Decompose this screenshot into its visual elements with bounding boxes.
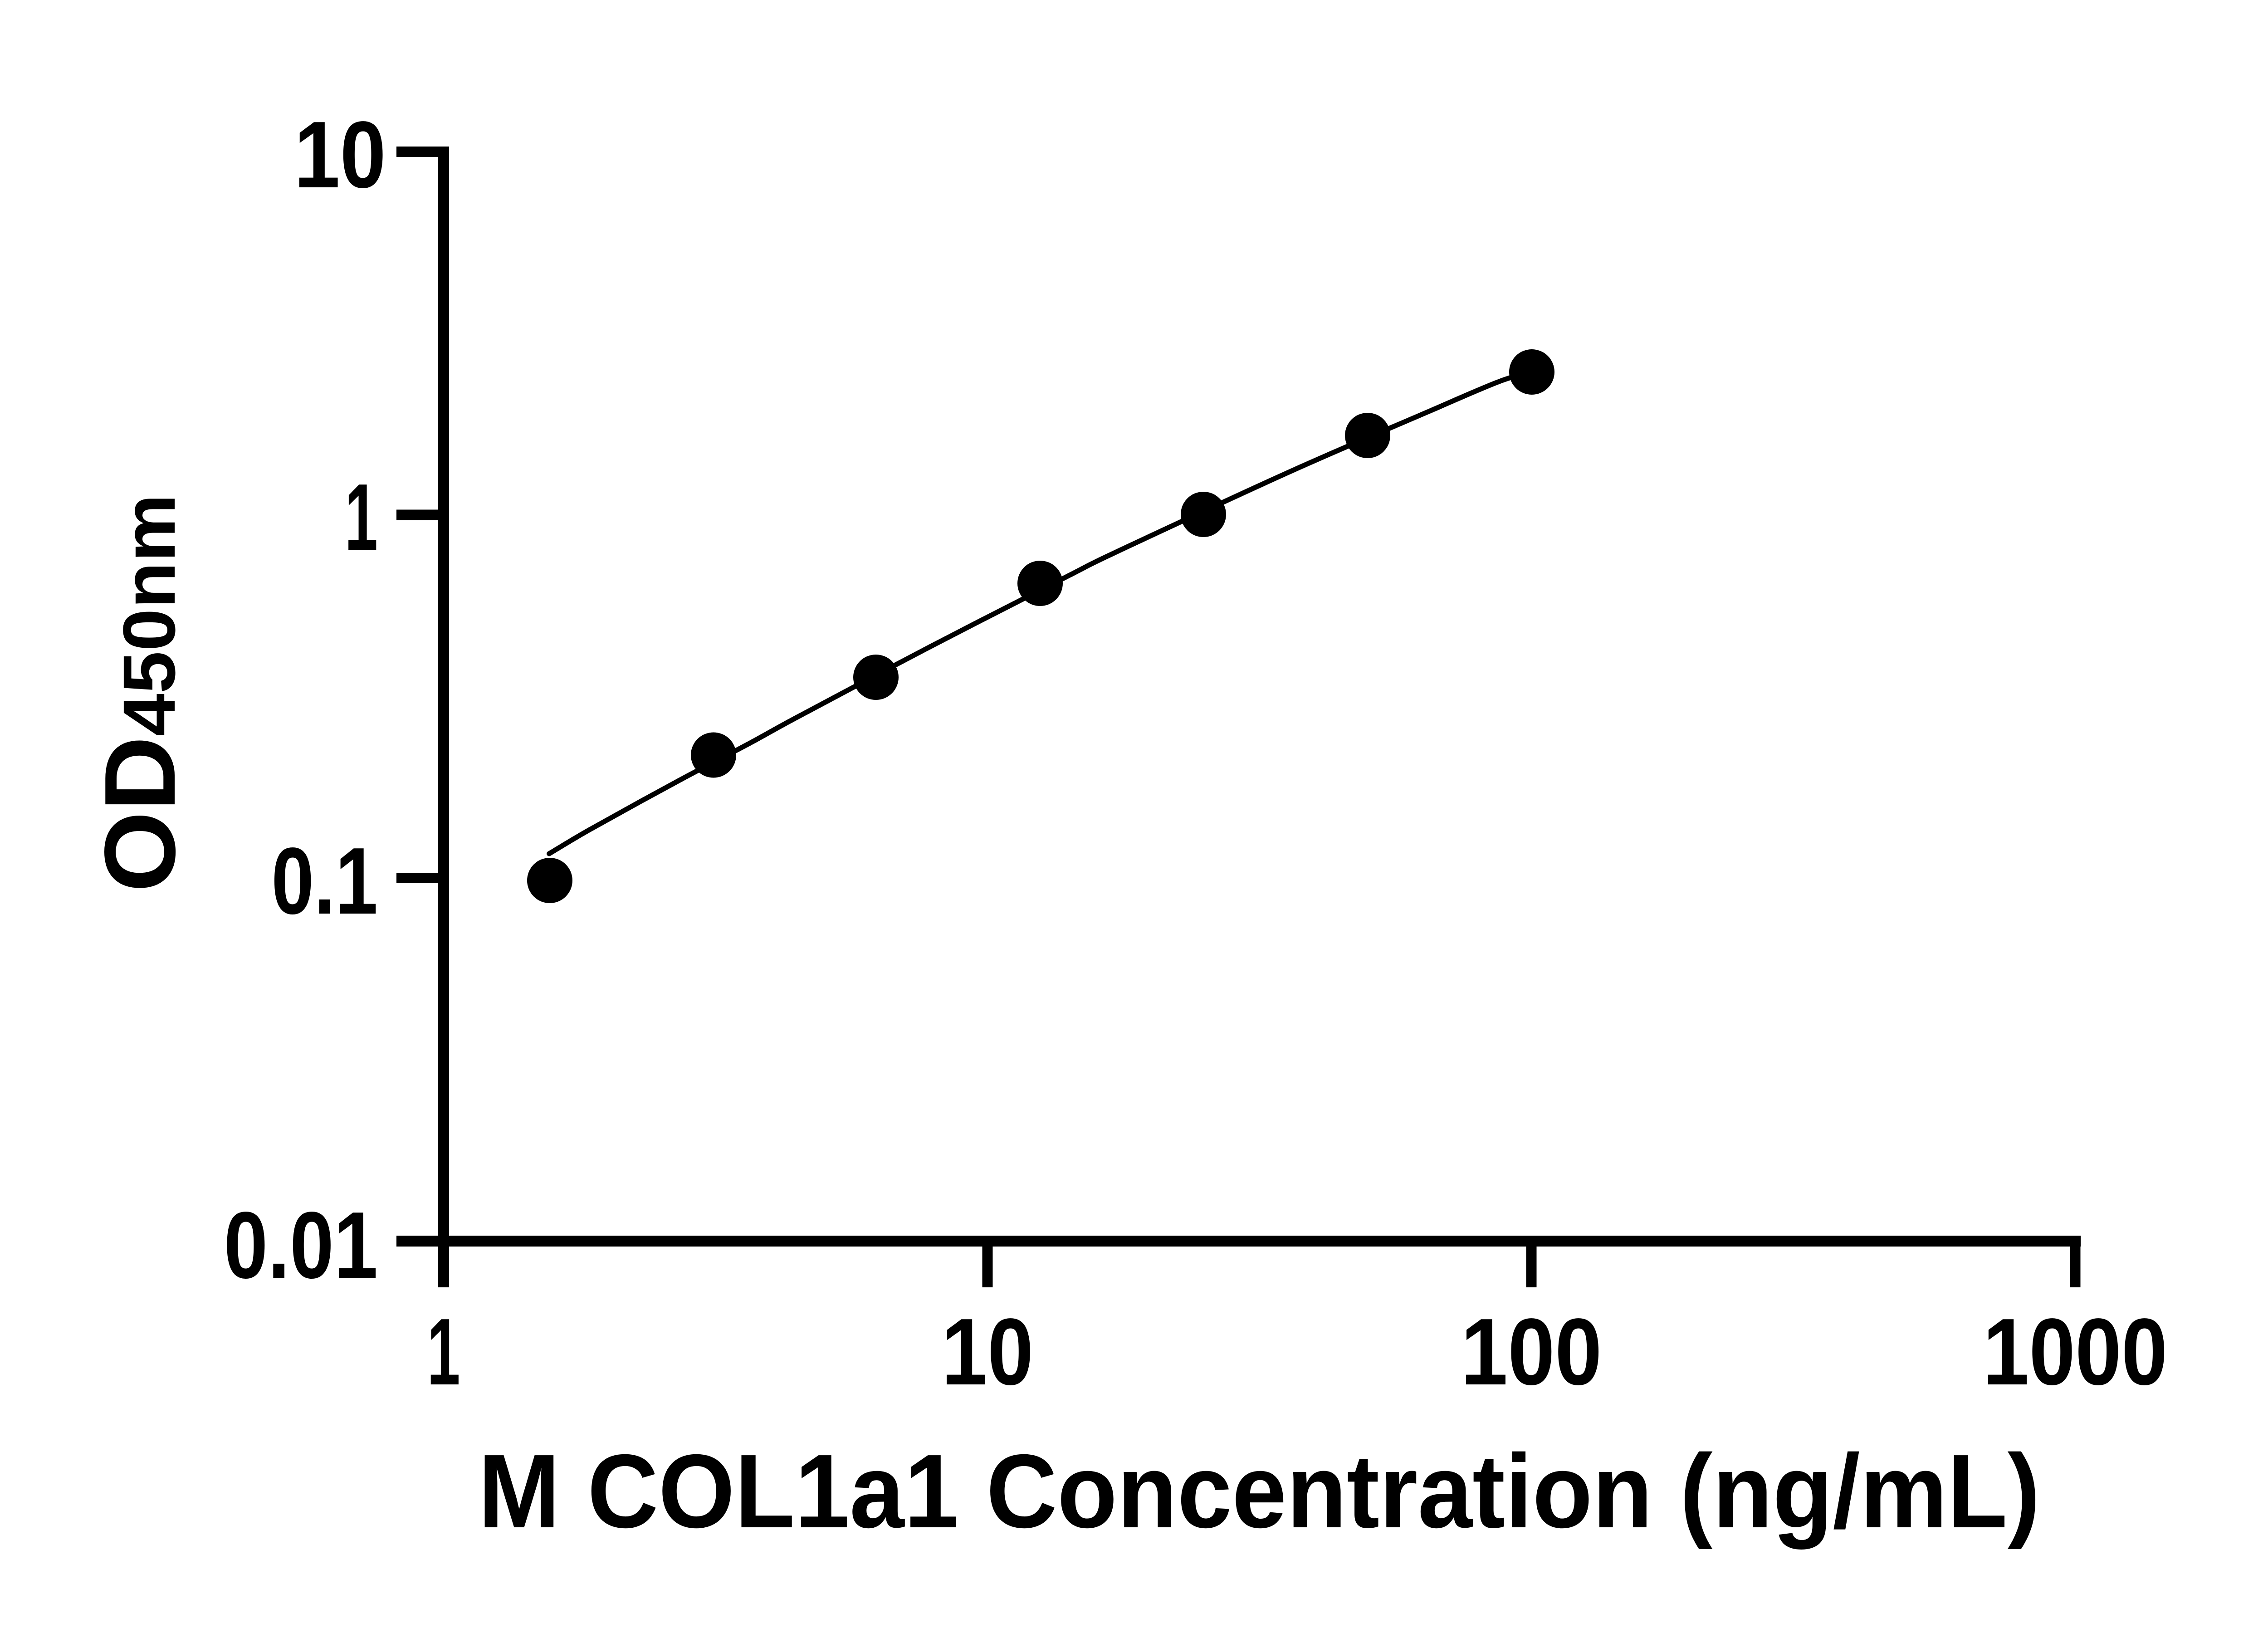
svg-text:10: 10 xyxy=(294,102,386,208)
svg-text:10: 10 xyxy=(942,1299,1034,1405)
svg-text:0.01: 0.01 xyxy=(224,1193,378,1298)
svg-text:M COL1a1 Concentration (ng/mL): M COL1a1 Concentration (ng/mL) xyxy=(478,1433,2040,1550)
svg-text:0.1: 0.1 xyxy=(271,828,378,934)
svg-text:1: 1 xyxy=(345,464,378,570)
svg-text:1000: 1000 xyxy=(1983,1299,2167,1405)
svg-text:100: 100 xyxy=(1461,1299,1602,1405)
svg-text:1: 1 xyxy=(427,1299,460,1405)
